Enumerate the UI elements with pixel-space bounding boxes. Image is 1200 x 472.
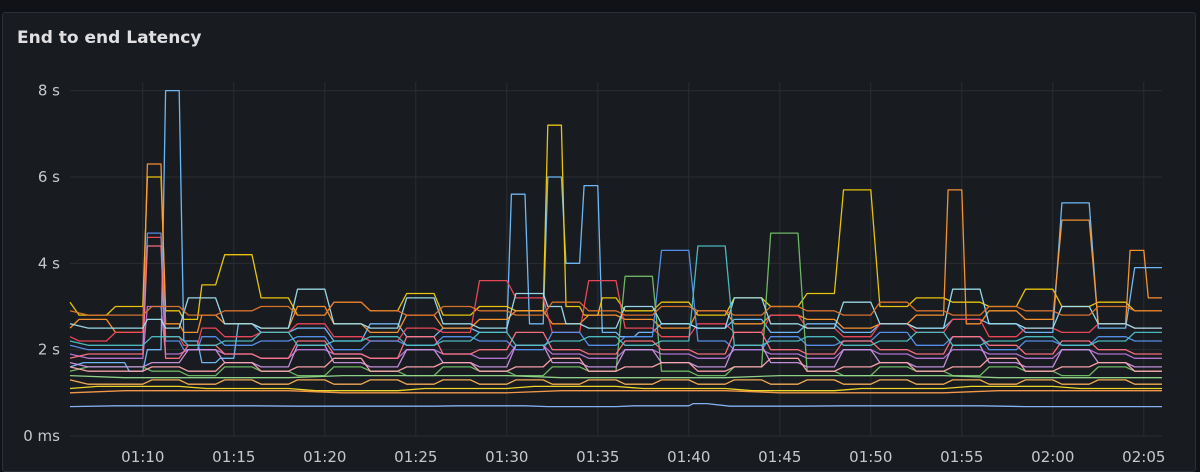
series-line-16[interactable] — [69, 245, 1162, 346]
x-tick-label: 01:35 — [576, 448, 619, 466]
x-tick-label: 01:25 — [394, 448, 437, 466]
series-line-13[interactable] — [69, 390, 1162, 394]
x-tick-label: 01:15 — [212, 448, 255, 466]
y-tick-label: 2 s — [38, 341, 60, 359]
series-line-9[interactable] — [69, 245, 1162, 359]
series-line-12[interactable] — [69, 374, 1162, 379]
chart-grid — [70, 82, 1162, 437]
x-tick-label: 02:05 — [1122, 448, 1165, 466]
series-line-14[interactable] — [69, 288, 1162, 329]
x-tick-label: 01:55 — [940, 448, 983, 466]
series-line-7[interactable] — [69, 379, 1162, 385]
chart-series — [69, 89, 1162, 408]
x-tick-label: 02:00 — [1031, 448, 1074, 466]
x-tick-label: 01:45 — [758, 448, 801, 466]
series-line-8[interactable] — [69, 402, 1162, 408]
x-tick-label: 01:10 — [121, 448, 164, 466]
panel-title[interactable]: End to end Latency — [17, 28, 202, 48]
series-line-17[interactable] — [69, 357, 1162, 372]
x-tick-label: 01:20 — [303, 448, 346, 466]
y-axis-ticks: 0 ms 2 s 4 s 6 s 8 s — [23, 82, 60, 445]
series-line-15[interactable] — [69, 301, 1162, 316]
x-axis-ticks: 01:10 01:15 01:20 01:25 01:30 01:35 01:40 01:45… — [121, 448, 1165, 466]
series-line-10[interactable] — [69, 385, 1162, 392]
y-tick-label: 0 ms — [23, 427, 60, 445]
y-tick-label: 8 s — [38, 82, 60, 100]
x-tick-label: 01:50 — [849, 448, 892, 466]
x-tick-label: 01:30 — [485, 448, 528, 466]
y-tick-label: 6 s — [38, 168, 60, 186]
series-line-11[interactable] — [69, 344, 1162, 368]
x-tick-label: 01:40 — [667, 448, 710, 466]
y-tick-label: 4 s — [38, 254, 60, 272]
